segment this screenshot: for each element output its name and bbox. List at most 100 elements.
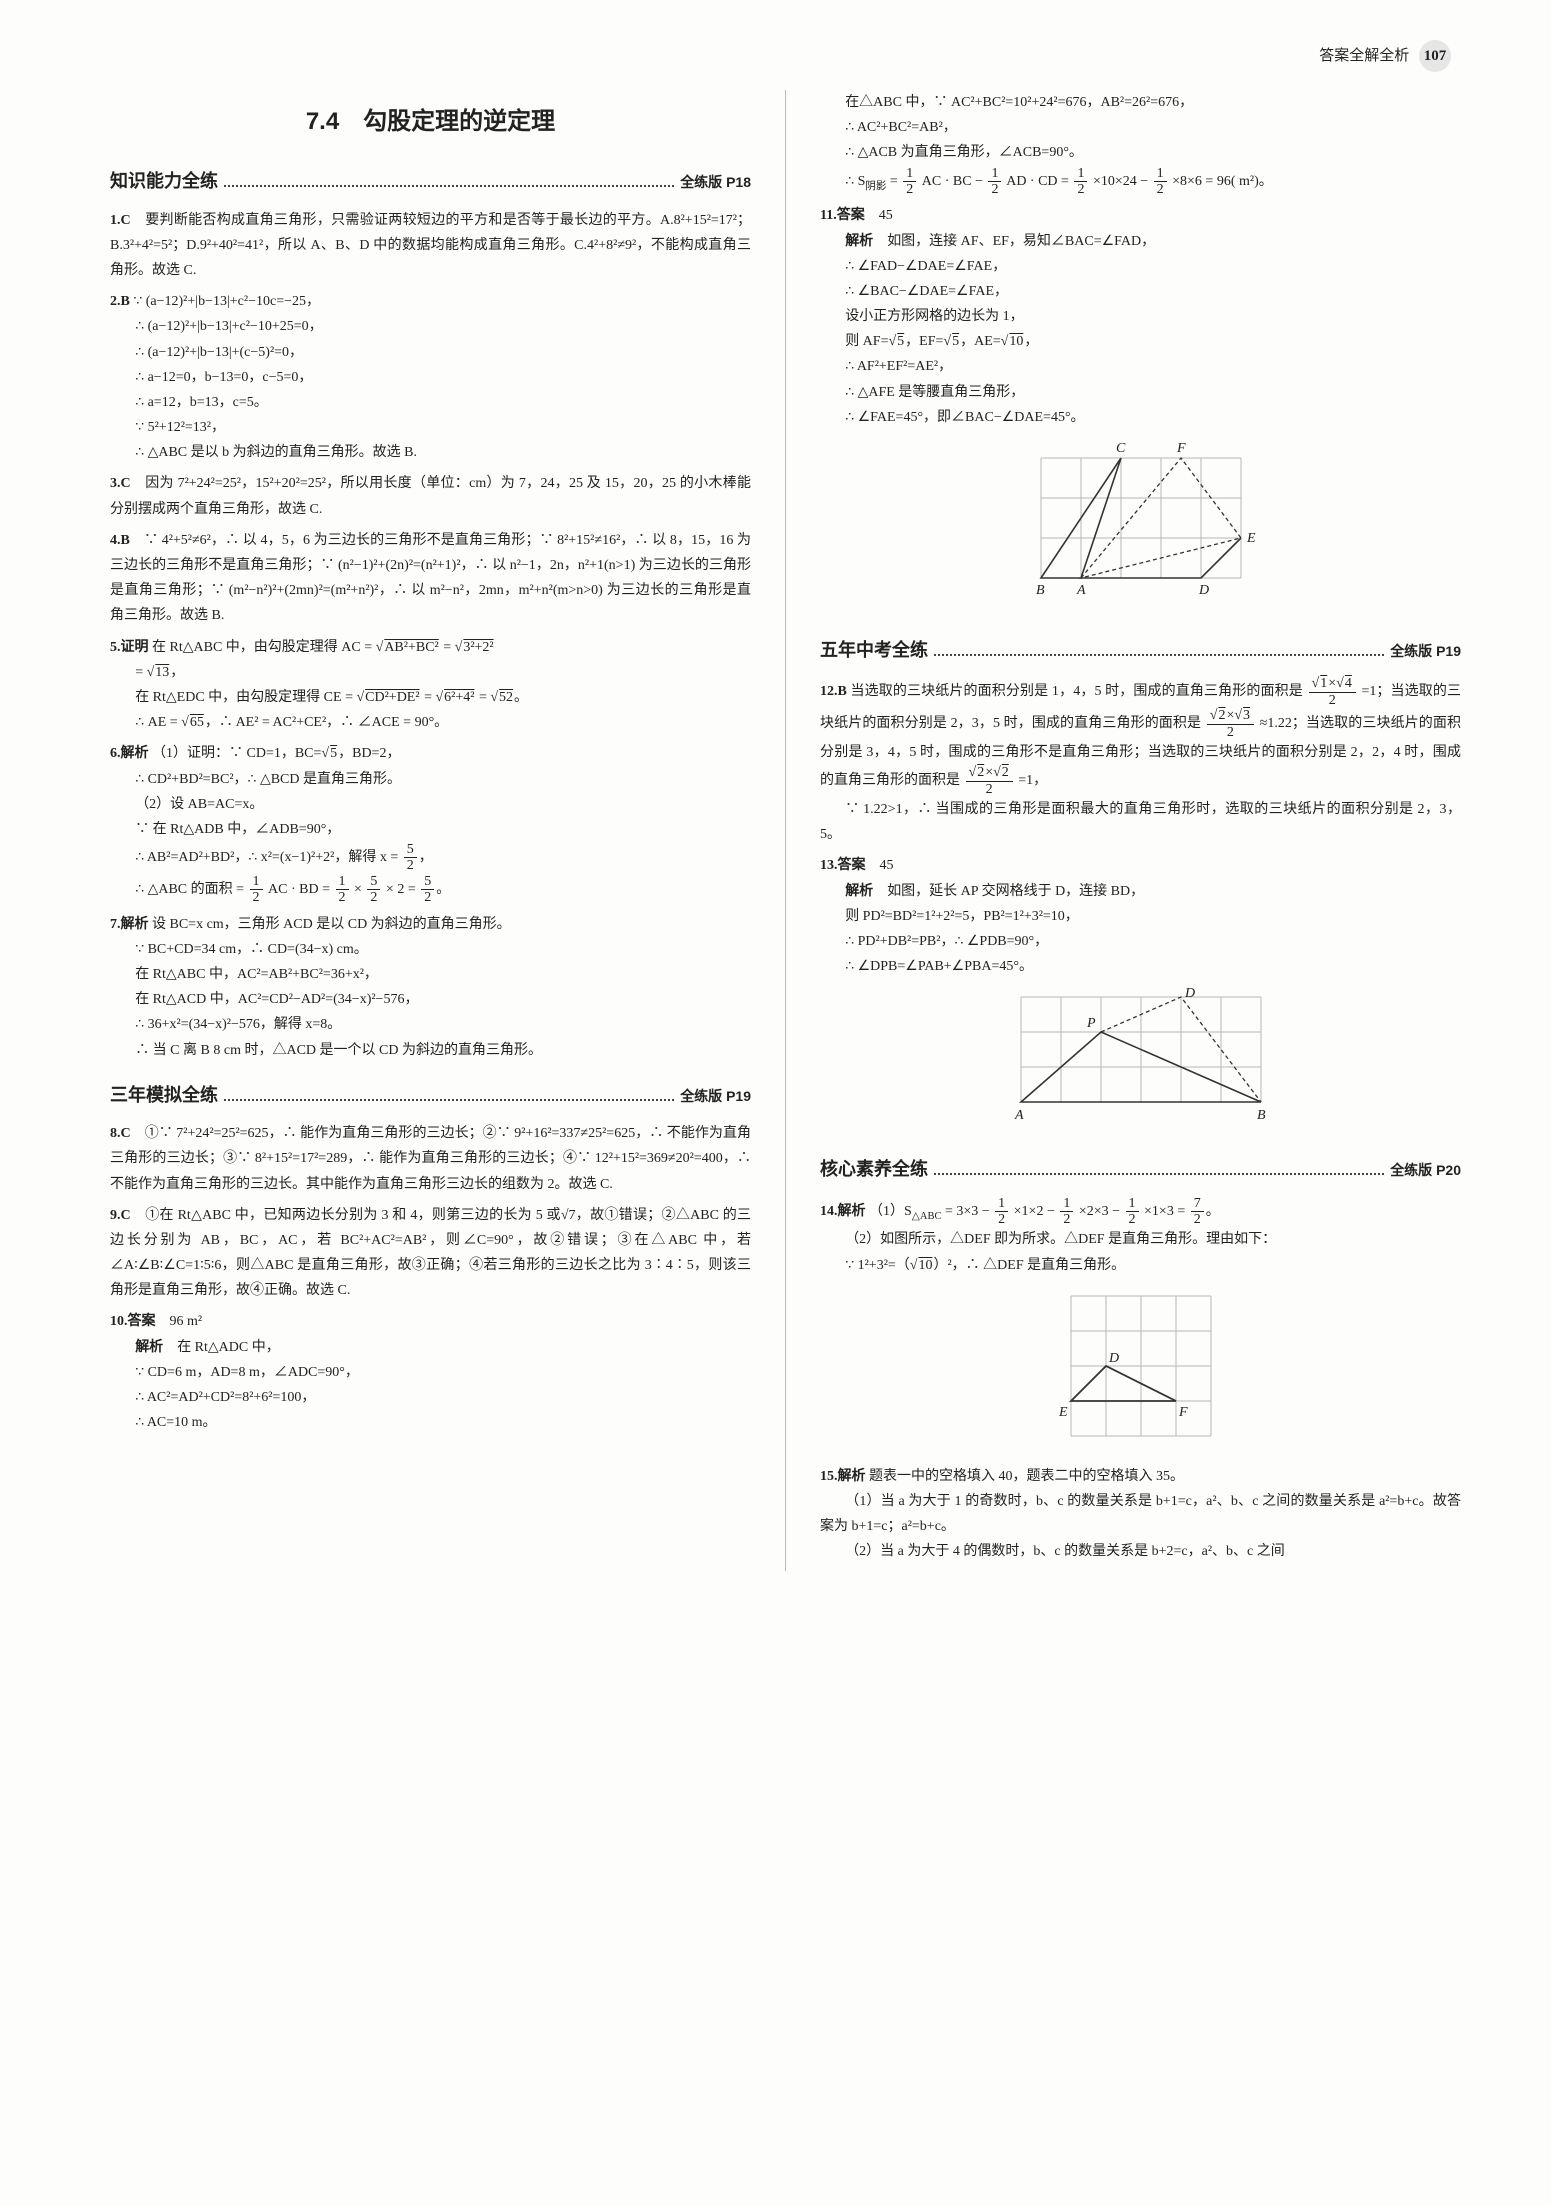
figure-3: D E F (1041, 1286, 1241, 1456)
q4-text: ∵ 4²+5²≠6²，∴ 以 4，5，6 为三边长的三角形不是直角三角形；∵ 8… (110, 533, 751, 624)
fig1-C: C (1116, 441, 1126, 456)
q10-num: 10.答案 (110, 1314, 156, 1329)
q11-l1: 如图，连接 AF、EF，易知∠BAC=∠FAD， (887, 234, 1155, 249)
q14-l3a: ∵ 1²+3²=（ (820, 1258, 910, 1273)
q5-l4a: ∴ AE = (110, 715, 181, 730)
q7: 7.解析 设 BC=x cm，三角形 ACD 是以 CD 为斜边的直角三角形。 … (110, 912, 751, 1063)
q6-f2n: 1 (250, 874, 263, 890)
q15: 15.解析 题表一中的空格填入 40，题表二中的空格填入 35。 （1）当 a … (820, 1464, 1461, 1565)
q6-f5d: 2 (421, 890, 434, 905)
q11-ans: 45 (879, 208, 893, 223)
f-d: 2 (903, 182, 916, 197)
q5-l3d: 6²+4² (443, 690, 475, 705)
q11-l2: ∴ ∠FAD−∠DAE=∠FAE， (820, 259, 1006, 274)
q9-text: ①在 Rt△ABC 中，已知两边长分别为 3 和 4，则第三边的长为 5 或√7… (110, 1208, 751, 1299)
q10c-l4d: AD · CD = (1003, 174, 1072, 189)
q10c-l4c: AC · BC − (918, 174, 986, 189)
fig1-D: D (1198, 583, 1209, 598)
sq: 2 (1001, 765, 1010, 780)
q6-f2d: 2 (250, 890, 263, 905)
q10: 10.答案 96 m² 解析 在 Rt△ADC 中， ∵ CD=6 m，AD=8… (110, 1309, 751, 1435)
section-4-label: 核心素养全练 (820, 1153, 928, 1185)
q11-l6: ∴ AF²+EF²=AE²， (820, 359, 952, 374)
q7-l3: 在 Rt△ABC 中，AC²=AB²+BC²=36+x²， (110, 967, 378, 982)
q5-l2b: 13 (154, 665, 170, 680)
sq: 3 (1242, 708, 1251, 723)
q5-l3f: 52 (498, 690, 514, 705)
fig1-E: E (1246, 531, 1256, 546)
fig1-F: F (1176, 441, 1186, 456)
section-3-ref: 全练版 P19 (1390, 639, 1461, 664)
q10-cont: 在△ABC 中，∵ AC²+BC²=10²+24²=676，AB²=26²=67… (820, 90, 1461, 197)
q6-f1d: 2 (404, 858, 417, 873)
q5-l3c: = (421, 690, 436, 705)
q8-num: 8.C (110, 1126, 131, 1141)
f-d: 2 (1060, 1212, 1073, 1227)
q3-num: 3.C (110, 476, 131, 491)
q7-l1: 设 BC=x cm，三角形 ACD 是以 CD 为斜边的直角三角形。 (152, 917, 511, 932)
q7-num: 7.解析 (110, 917, 149, 932)
q10-ans: 96 m² (170, 1314, 203, 1329)
q6-f4d: 2 (367, 890, 380, 905)
f-n: 1 (995, 1196, 1008, 1212)
q11-l5f: 10 (1008, 334, 1024, 349)
q14-l1e: ×1×3 = (1141, 1204, 1189, 1219)
q6-l4: ∵ 在 Rt△ADB 中，∠ADB=90°， (110, 822, 340, 837)
q14-num: 14.解析 (820, 1204, 866, 1219)
f-d: 2 (1207, 725, 1254, 740)
q7-l6: ∴ 当 C 离 B 8 cm 时，△ACD 是一个以 CD 为斜边的直角三角形。 (110, 1043, 542, 1058)
section-2-head: 三年模拟全练 全练版 P19 (110, 1079, 751, 1111)
q14-l1b: = 3×3 − (941, 1204, 993, 1219)
q13-hx: 解析 (820, 884, 873, 899)
fig1-B: B (1036, 583, 1045, 598)
q5-l3b: CD²+DE² (364, 690, 420, 705)
f-d: 2 (966, 782, 1013, 797)
q12: 12.B 当选取的三块纸片的面积分别是 1，4，5 时，围成的直角三角形的面积是… (820, 676, 1461, 847)
f-n: 1 (1126, 1196, 1139, 1212)
q10-l4: ∴ AC=10 m。 (110, 1415, 217, 1430)
right-column: 在△ABC 中，∵ AC²+BC²=10²+24²=676，AB²=26²=67… (820, 90, 1461, 1571)
q10c-l2: ∴ AC²+BC²=AB²， (820, 120, 957, 135)
f-n: 1 (988, 166, 1001, 182)
f-n: 1 (1154, 166, 1167, 182)
q11-l5a: 则 AF= (820, 334, 888, 349)
section-1-ref: 全练版 P18 (680, 170, 751, 195)
q13-l3: ∴ PD²+DB²=PB²，∴ ∠PDB=90°， (820, 934, 1048, 949)
q5-l4b: 65 (189, 715, 205, 730)
q12-num: 12.B (820, 685, 847, 700)
q13: 13.答案 45 解析 如图，延长 AP 交网格线于 D，连接 BD， 则 PD… (820, 853, 1461, 979)
q12-t1a: 当选取的三块纸片的面积分别是 1，4，5 时，围成的直角三角形的面积是 (850, 685, 1306, 700)
section-2-label: 三年模拟全练 (110, 1079, 218, 1111)
q9-num: 9.C (110, 1208, 131, 1223)
q5-l1d: 3²+2² (462, 640, 494, 655)
q11-hx: 解析 (820, 234, 873, 249)
q5-l1c: = (440, 640, 455, 655)
q11-l4: 设小正方形网格的边长为 1， (820, 309, 1024, 324)
q10-l2: ∵ CD=6 m，AD=8 m，∠ADC=90°， (110, 1365, 359, 1380)
q10c-l4b: = (886, 174, 901, 189)
section-1-label: 知识能力全练 (110, 165, 218, 197)
q6-f4n: 5 (367, 874, 380, 890)
q5-l3a: 在 Rt△EDC 中，由勾股定理得 CE = (110, 690, 356, 705)
q10-l1: 在 Rt△ADC 中， (177, 1340, 280, 1355)
q8: 8.C ①∵ 7²+24²=25²=625，∴ 能作为直角三角形的三边长；②∵ … (110, 1121, 751, 1197)
q6-l6b: AC · BD = (265, 882, 334, 897)
page-header: 答案全解全析 107 (110, 40, 1461, 72)
section-3-head: 五年中考全练 全练版 P19 (820, 634, 1461, 666)
q3: 3.C 因为 7²+24²=25²，15²+20²=25²，所以用长度（单位：c… (110, 471, 751, 521)
q15-l2: （1）当 a 为大于 1 的奇数时，b、c 的数量关系是 b+1=c，a²、b、… (820, 1494, 1461, 1534)
f-d: 2 (1074, 182, 1087, 197)
q11-l5d: 5 (951, 334, 960, 349)
q14-sub: △ABC (912, 1211, 942, 1222)
fig2-B: B (1257, 1108, 1266, 1123)
fig1-A: A (1076, 583, 1086, 598)
q15-num: 15.解析 (820, 1469, 866, 1484)
q6-l6e: 。 (436, 882, 450, 897)
q13-l4: ∴ ∠DPB=∠PAB+∠PBA=45°。 (820, 959, 1033, 974)
q10-l3: ∴ AC²=AD²+CD²=8²+6²=100， (110, 1390, 315, 1405)
q2-l5: ∴ a=12，b=13，c=5。 (110, 395, 268, 410)
q14-l1a: （1）S (869, 1204, 912, 1219)
f-n: 1 (1074, 166, 1087, 182)
q12-t3eq: =1， (1015, 773, 1047, 788)
figure-1: B A C D E F (1011, 438, 1271, 618)
